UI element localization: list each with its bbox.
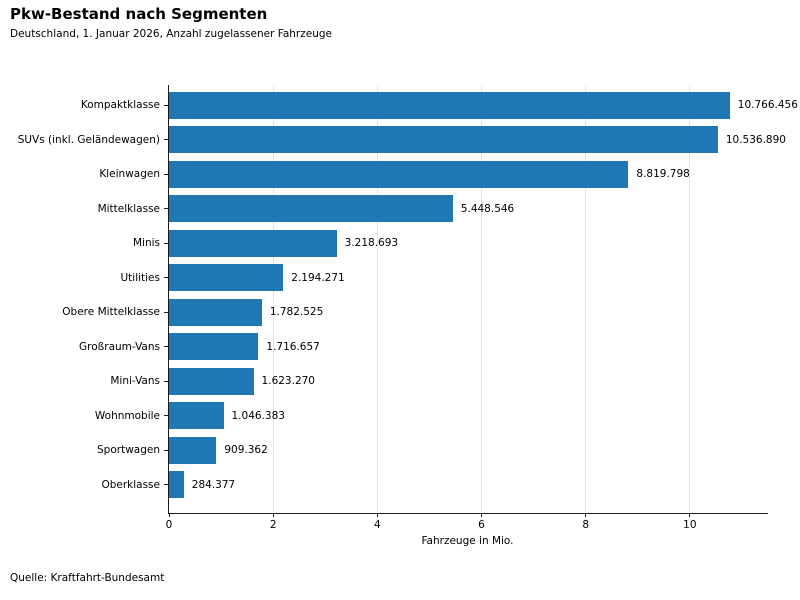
y-tick-label: Kompaktklasse xyxy=(80,99,160,111)
y-tick-label: Mini-Vans xyxy=(110,375,160,387)
bar-value-label: 284.377 xyxy=(191,478,236,491)
bar xyxy=(169,160,629,188)
bar-value-label: 10.536.890 xyxy=(725,133,786,146)
bar-value-label: 1.782.525 xyxy=(269,306,324,318)
source-note: Quelle: Kraftfahrt-Bundesamt xyxy=(10,572,165,584)
bar-value-label: 2.194.271 xyxy=(291,271,345,284)
y-tick-label: Kleinwagen xyxy=(99,168,160,180)
x-tick-mark xyxy=(689,513,691,517)
x-tick-mark xyxy=(272,513,274,517)
bar-value-label: 909.362 xyxy=(224,444,268,456)
y-tick-mark xyxy=(164,208,168,209)
y-tick-mark xyxy=(164,104,168,106)
bar xyxy=(169,126,718,153)
x-tick-label: 0 xyxy=(165,519,173,531)
chart-subtitle: Deutschland, 1. Januar 2026, Anzahl zuge… xyxy=(10,28,332,40)
y-tick-mark xyxy=(164,311,168,313)
bar-value-label: 1.623.270 xyxy=(261,375,315,387)
bar xyxy=(169,91,730,119)
y-tick-mark xyxy=(164,449,168,451)
bar xyxy=(169,367,254,395)
x-tick-mark xyxy=(168,513,170,517)
y-tick-label: Obere Mittelklasse xyxy=(62,306,160,318)
y-axis-labels: Kompaktklasse SUVs (inkl. Geländewagen) Kl… xyxy=(0,85,160,513)
gridline xyxy=(689,85,691,513)
gridline xyxy=(585,85,587,513)
gridline xyxy=(481,85,483,513)
bar-value-label: 1.046.383 xyxy=(231,409,285,422)
bar xyxy=(169,402,224,429)
bar xyxy=(169,229,337,257)
plot-area: 10.766.456 10.536.890 8.819.798 5.448.546 3.… xyxy=(164,85,798,531)
y-tick-mark xyxy=(164,415,168,416)
y-tick-mark xyxy=(164,380,168,382)
y-tick-mark xyxy=(164,242,168,244)
y-tick-label: SUVs (inkl. Geländewagen) xyxy=(17,133,160,146)
bar-value-label: 10.766.456 xyxy=(737,99,798,111)
y-tick-label: Wohnmobile xyxy=(94,409,160,422)
bar xyxy=(169,333,259,360)
x-tick-label: 8 xyxy=(582,519,590,531)
x-tick-mark xyxy=(585,513,587,517)
y-tick-mark xyxy=(164,277,168,278)
x-tick-mark xyxy=(376,513,378,517)
bar-value-label: 5.448.546 xyxy=(460,202,515,215)
y-tick-mark xyxy=(164,484,168,485)
y-tick-mark xyxy=(164,346,168,347)
bar xyxy=(169,471,184,498)
y-tick-label: Oberklasse xyxy=(101,478,160,491)
bar-value-label: 3.218.693 xyxy=(344,237,399,249)
x-axis-title: Fahrzeuge in Mio. xyxy=(421,535,514,547)
x-tick-label: 6 xyxy=(478,519,485,531)
bar-value-label: 8.819.798 xyxy=(636,168,690,180)
x-tick-label: 10 xyxy=(683,519,697,531)
x-tick-mark xyxy=(481,513,483,517)
y-tick-label: Sportwagen xyxy=(97,444,160,456)
y-tick-mark xyxy=(164,139,168,140)
bar xyxy=(169,195,453,222)
bar xyxy=(169,298,262,326)
y-tick-label: Utilities xyxy=(120,271,160,284)
bar xyxy=(169,264,284,291)
y-tick-mark xyxy=(164,173,168,175)
chart-title: Pkw-Bestand nach Segmenten xyxy=(10,5,268,23)
bar-value-label: 1.716.657 xyxy=(266,340,320,353)
gridline xyxy=(272,85,274,513)
gridline xyxy=(376,85,378,513)
y-tick-label: Minis xyxy=(132,237,160,249)
y-tick-label: Mittelklasse xyxy=(97,202,160,215)
bar xyxy=(169,436,217,464)
x-tick-label: 2 xyxy=(269,519,277,531)
y-tick-label: Großraum-Vans xyxy=(79,340,160,353)
x-tick-label: 4 xyxy=(374,519,381,531)
